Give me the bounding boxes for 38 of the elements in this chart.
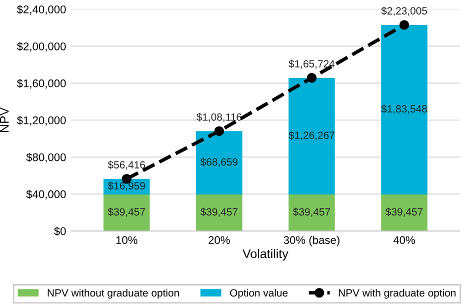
- bar: [381, 24, 428, 195]
- y-tick-label: $1,20,000: [16, 116, 66, 126]
- legend-label: Option value: [230, 288, 288, 299]
- y-tick-label: $1,60,000: [16, 78, 66, 89]
- bar: [196, 131, 242, 195]
- point: [214, 126, 224, 136]
- data-label: $56,416: [108, 160, 145, 170]
- data-label: $1,26,267: [288, 131, 334, 140]
- y-tick-label: $0: [54, 226, 66, 236]
- data-label: $2,23,005: [381, 6, 427, 16]
- x-tick-label: 40%: [393, 236, 415, 244]
- data-label: $68,659: [200, 158, 238, 167]
- data-label: $1,08,116: [196, 112, 242, 122]
- x-axis-title: Volatility: [242, 248, 288, 261]
- y-tick-label: $80,000: [26, 152, 66, 163]
- data-label: $39,457: [108, 208, 145, 217]
- bar: [288, 78, 335, 195]
- x-tick-label: 20%: [208, 236, 230, 244]
- point: [399, 20, 410, 30]
- data-label: $39,457: [200, 208, 238, 217]
- point: [306, 73, 317, 83]
- bar: [196, 194, 242, 231]
- data-label: $1,83,548: [381, 104, 427, 114]
- bar: [381, 194, 428, 231]
- y-tick-label: $40,000: [26, 190, 66, 200]
- data-label: $1,65,724: [288, 60, 335, 69]
- bar: [288, 194, 335, 231]
- data-label: $39,457: [293, 208, 330, 217]
- y-tick-label: $2,00,000: [16, 42, 66, 52]
- legend-label: NPV with graduate option: [338, 288, 456, 299]
- y-tick-label: $2,40,000: [16, 5, 66, 15]
- x-tick-label: 10%: [116, 236, 138, 244]
- y-axis-title: NPV: [0, 107, 9, 132]
- x-tick-label: 30% (base): [284, 236, 340, 246]
- legend-label: NPV without graduate option: [48, 288, 179, 299]
- data-label: $39,457: [386, 208, 423, 217]
- bar: [103, 194, 150, 231]
- data-label: $16,959: [108, 182, 145, 191]
